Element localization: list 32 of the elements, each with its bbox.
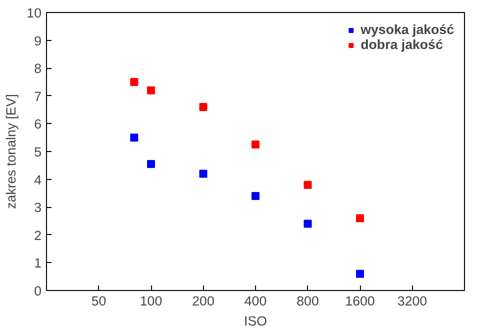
point	[147, 86, 155, 94]
y-tick-label: 2	[34, 228, 42, 243]
point	[199, 103, 208, 112]
point	[252, 192, 260, 200]
point	[356, 270, 364, 278]
y-tick-label: 6	[34, 116, 42, 132]
point	[304, 180, 312, 189]
legend-label: dobra jakość	[360, 37, 443, 52]
y-tick-label: 8	[34, 61, 42, 76]
x-tick-label: 3200	[397, 294, 428, 308]
x-tick-label: 50	[91, 294, 106, 308]
x-tick-label: 400	[244, 294, 267, 308]
x-tick-label: 100	[140, 294, 162, 308]
y-tick-label: 0	[34, 284, 42, 298]
legend-label: wysoka jakość	[360, 22, 454, 37]
x-tick-label: 200	[192, 294, 214, 308]
x-tick-label: 1600	[345, 294, 375, 308]
y-tick-label: 10	[26, 6, 42, 20]
x-tick-label: 800	[296, 294, 319, 308]
y-tick-label: 4	[34, 172, 42, 188]
y-tick-label: 3	[34, 200, 42, 216]
y-tick-label: 9	[34, 33, 42, 48]
y-tick-label: 1	[34, 256, 42, 271]
y-tick-label: 5	[34, 144, 42, 160]
point	[252, 140, 260, 149]
point	[304, 220, 312, 228]
point	[147, 160, 155, 168]
y-axis-title: zakres tonalny [EV]	[4, 94, 19, 209]
y-tick-label: 7	[34, 88, 42, 104]
point	[199, 170, 208, 178]
point	[356, 214, 364, 222]
x-axis-title: ISO	[244, 314, 267, 328]
